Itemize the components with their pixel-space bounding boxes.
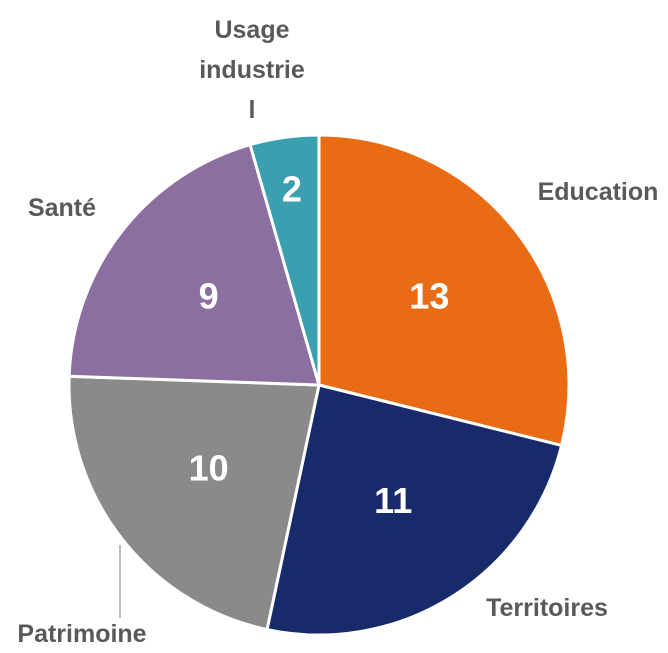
data-label: 11 — [374, 480, 412, 521]
data-label: 10 — [189, 448, 229, 489]
category-label: Territoires — [486, 594, 608, 622]
pie-slice — [317, 133, 571, 448]
data-label: 2 — [282, 168, 302, 209]
category-label: Santé — [27, 194, 97, 222]
category-label: Education — [537, 178, 659, 206]
pie-slice — [265, 383, 564, 637]
category-label: Usage industriel — [199, 16, 305, 124]
data-label: 9 — [199, 275, 219, 316]
pie-slice — [67, 374, 321, 632]
pie-slice — [67, 142, 322, 387]
data-label: 13 — [409, 275, 449, 316]
category-label: Patrimoine — [17, 620, 147, 648]
pie-slice — [248, 133, 321, 386]
